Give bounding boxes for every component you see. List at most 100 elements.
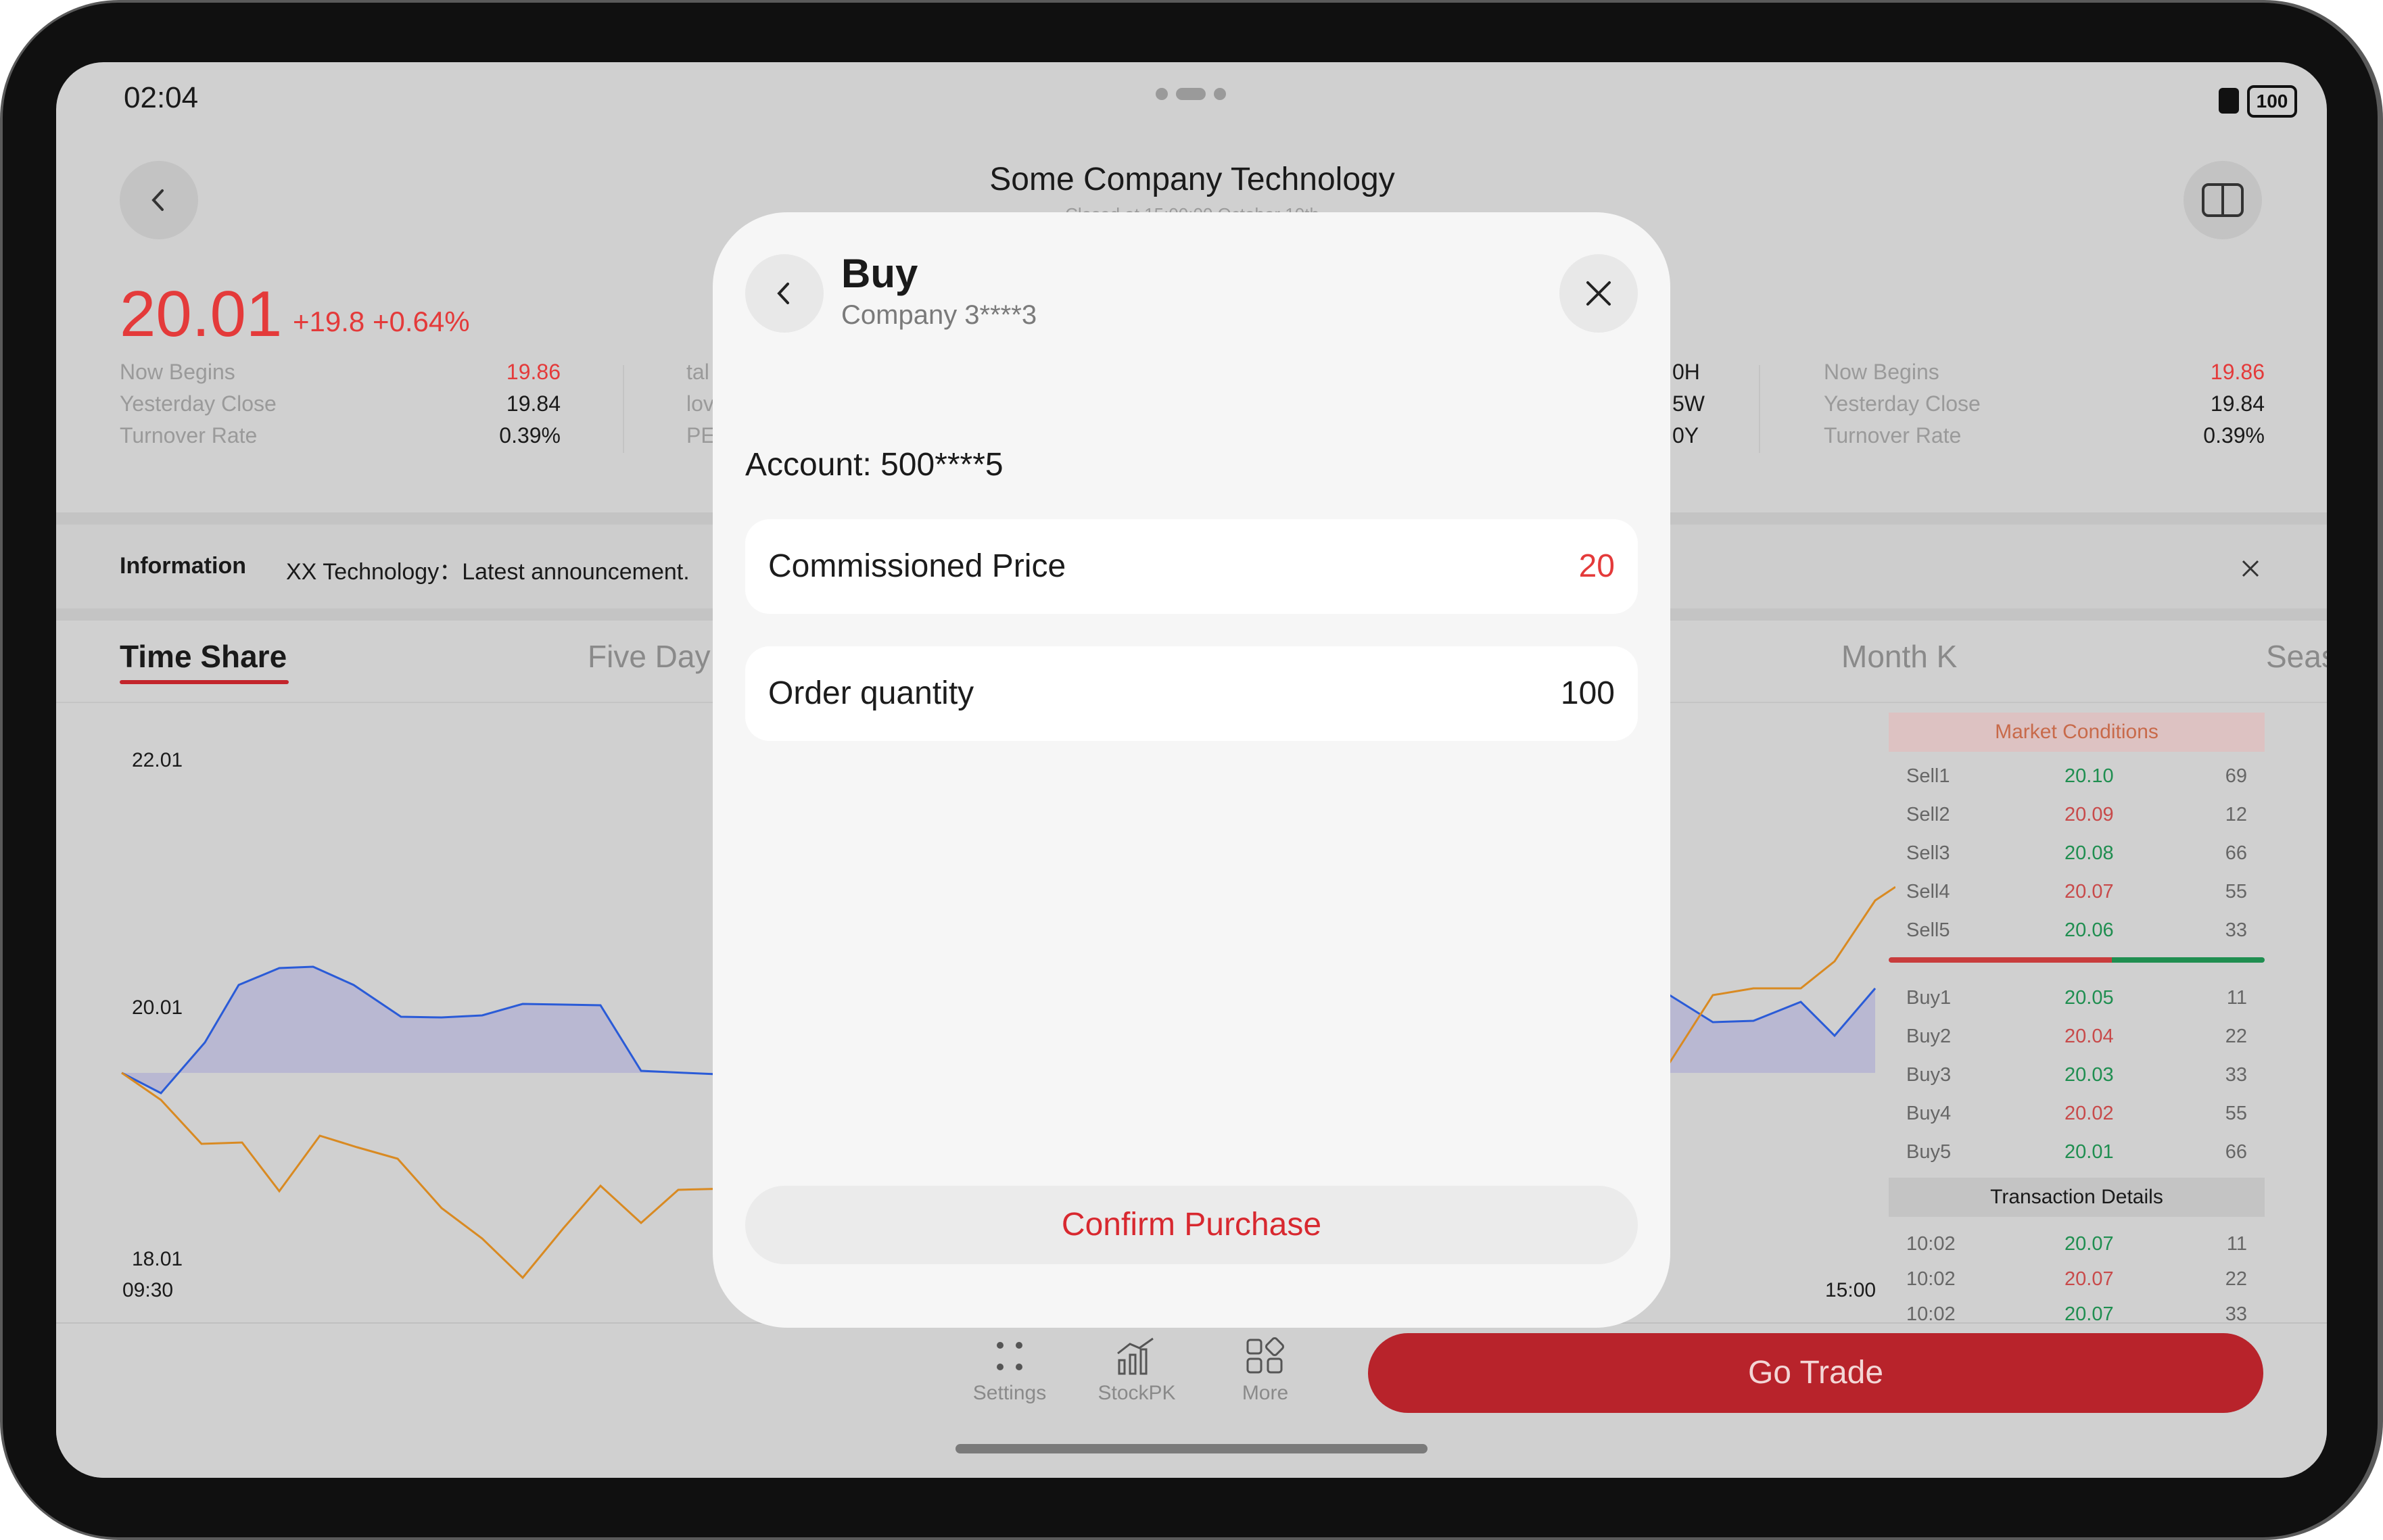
buy-qty: 66 bbox=[2225, 1141, 2247, 1163]
stat-value: 19.84 bbox=[506, 391, 561, 416]
tab-time-share[interactable]: Time Share bbox=[120, 638, 296, 692]
dialog-subtitle: Company 3****3 bbox=[841, 300, 1037, 330]
bar-chart-icon bbox=[1117, 1337, 1154, 1375]
close-icon bbox=[1586, 281, 1611, 306]
account-label: Account: 500****5 bbox=[745, 447, 1004, 483]
stat-value: 0.39% bbox=[2203, 423, 2265, 448]
window-handle bbox=[1156, 87, 1226, 101]
notification-icon bbox=[2219, 88, 2239, 114]
buy-label: Buy3 bbox=[1906, 1064, 1952, 1086]
market-conditions-title: Market Conditions bbox=[1995, 721, 2158, 743]
stat-label: Yesterday Close bbox=[120, 391, 277, 416]
sell-label: Sell1 bbox=[1906, 765, 1950, 787]
battery-icon: 100 bbox=[2247, 85, 2297, 118]
close-icon[interactable] bbox=[2240, 558, 2261, 579]
current-price: 20.01 bbox=[120, 278, 283, 350]
transaction-price: 20.07 bbox=[2065, 1268, 2114, 1290]
tab-season-k[interactable]: Seas bbox=[2266, 639, 2327, 674]
stat-value: 0.39% bbox=[499, 423, 561, 448]
sell-price: 20.07 bbox=[2065, 881, 2114, 903]
field-value: 100 bbox=[1560, 675, 1615, 711]
buy-row: Buy3 20.03 33 bbox=[1889, 1057, 2265, 1095]
battery-level: 100 bbox=[2256, 91, 2288, 112]
price-area bbox=[122, 967, 732, 1093]
field-value: 20 bbox=[1578, 548, 1615, 584]
buy-label: Buy1 bbox=[1906, 987, 1952, 1009]
nav-settings[interactable]: Settings bbox=[955, 1336, 1064, 1405]
go-trade-button[interactable]: Go Trade bbox=[1368, 1333, 2263, 1413]
sell-price: 20.08 bbox=[2065, 842, 2114, 864]
nav-stockpk[interactable]: StockPK bbox=[1083, 1336, 1191, 1405]
transaction-price: 20.07 bbox=[2065, 1303, 2114, 1325]
tab-month-k[interactable]: Month K bbox=[1841, 639, 1958, 674]
transaction-qty: 22 bbox=[2225, 1268, 2247, 1290]
split-view-icon bbox=[2202, 183, 2244, 217]
nav-more-label: More bbox=[1242, 1382, 1289, 1404]
price-line bbox=[121, 965, 733, 1094]
stats-divider bbox=[1759, 365, 1760, 453]
nav-more[interactable]: More bbox=[1211, 1336, 1319, 1405]
transaction-time: 10:02 bbox=[1906, 1233, 1956, 1255]
price-area-right bbox=[1670, 988, 1875, 1073]
home-indicator[interactable] bbox=[955, 1444, 1428, 1453]
active-tab-indicator bbox=[120, 680, 289, 684]
back-button[interactable] bbox=[120, 161, 198, 239]
buy-qty: 22 bbox=[2225, 1026, 2247, 1047]
time-share-chart bbox=[121, 886, 1895, 1280]
dialog-title: Buy bbox=[841, 251, 918, 296]
sell-label: Sell5 bbox=[1906, 919, 1950, 941]
sell-price: 20.10 bbox=[2065, 765, 2114, 787]
stat-label: Yesterday Close bbox=[1824, 391, 1981, 416]
dialog-back-button[interactable] bbox=[745, 254, 824, 333]
x-axis-end-label: 15:00 bbox=[1825, 1279, 1877, 1301]
sell-label: Sell2 bbox=[1906, 804, 1950, 825]
chevron-left-icon bbox=[151, 189, 164, 211]
settings-dots-icon bbox=[997, 1342, 1022, 1370]
stat-label: lov bbox=[686, 391, 714, 416]
buy-price: 20.03 bbox=[2065, 1064, 2114, 1086]
grid-icon bbox=[1246, 1337, 1284, 1374]
sell-qty: 66 bbox=[2225, 842, 2247, 864]
transaction-time: 10:02 bbox=[1906, 1268, 1956, 1290]
nav-settings-label: Settings bbox=[972, 1382, 1047, 1404]
stat-label: Now Begins bbox=[120, 360, 235, 384]
transaction-price: 20.07 bbox=[2065, 1233, 2114, 1255]
y-axis-bottom-label: 18.01 bbox=[132, 1248, 183, 1270]
average-line-right bbox=[1668, 886, 1895, 1063]
stat-value: 19.86 bbox=[506, 360, 561, 384]
order-book: Market Conditions Sell1 20.10 69 Sell2 20.0… bbox=[1889, 713, 2265, 1389]
buy-qty: 11 bbox=[2226, 987, 2247, 1009]
sell-ratio-bar bbox=[1889, 957, 2112, 963]
market-conditions-header: Market Conditions bbox=[1889, 713, 2265, 752]
field-label: Commissioned Price bbox=[768, 548, 1066, 584]
chevron-left-icon bbox=[777, 283, 789, 304]
stats-divider bbox=[623, 365, 624, 453]
sell-qty: 33 bbox=[2225, 919, 2247, 941]
buy-label: Buy5 bbox=[1906, 1141, 1952, 1163]
buy-qty: 55 bbox=[2225, 1103, 2247, 1124]
buy-ratio-bar bbox=[2112, 957, 2265, 963]
y-axis-mid-label: 20.01 bbox=[132, 996, 183, 1019]
y-axis-top-label: 22.01 bbox=[132, 749, 183, 771]
buy-row: Buy1 20.05 11 bbox=[1889, 980, 2265, 1018]
info-label: Information bbox=[120, 553, 246, 579]
sell-label: Sell3 bbox=[1906, 842, 1950, 864]
commissioned-price-field[interactable]: Commissioned Price 20 bbox=[745, 519, 1638, 614]
dialog-close-button[interactable] bbox=[1559, 254, 1638, 333]
tab-five-day[interactable]: Five Day bbox=[588, 639, 711, 674]
buy-price: 20.02 bbox=[2065, 1103, 2114, 1124]
transaction-details-title: Transaction Details bbox=[1990, 1186, 2163, 1208]
field-label: Order quantity bbox=[768, 675, 974, 711]
order-quantity-field[interactable]: Order quantity 100 bbox=[745, 646, 1638, 741]
stat-label: Turnover Rate bbox=[1824, 423, 1962, 448]
stat-label: Turnover Rate bbox=[120, 423, 258, 448]
sell-qty: 12 bbox=[2225, 804, 2247, 825]
sell-row: Sell3 20.08 66 bbox=[1889, 836, 2265, 873]
transaction-details-header: Transaction Details bbox=[1889, 1178, 2265, 1217]
tab-label: Time Share bbox=[120, 639, 287, 674]
x-axis-start-label: 09:30 bbox=[122, 1279, 174, 1301]
split-view-button[interactable] bbox=[2184, 161, 2262, 239]
stat-label: Now Begins bbox=[1824, 360, 1939, 384]
buy-qty: 33 bbox=[2225, 1064, 2247, 1086]
confirm-purchase-button[interactable]: Confirm Purchase bbox=[745, 1186, 1638, 1264]
